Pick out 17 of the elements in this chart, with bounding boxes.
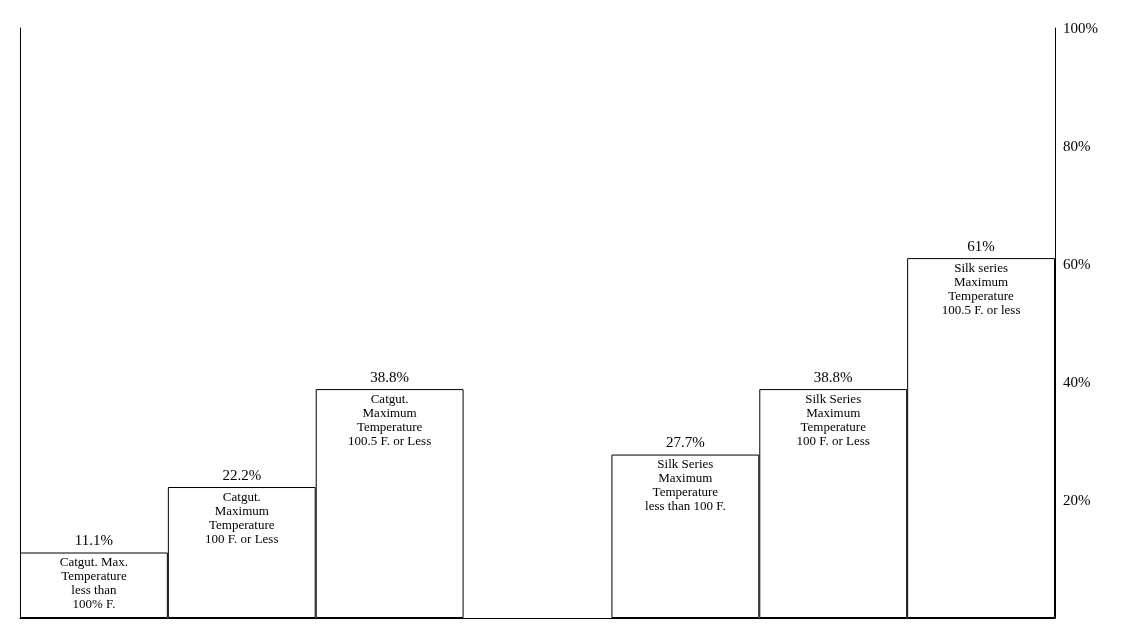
- data-label: 38.8%: [370, 368, 410, 385]
- data-label: 22.2%: [222, 466, 262, 483]
- x-tick-label: Silk Series Maximum Temperature 100 F. or Less: [796, 390, 870, 448]
- data-label: 61%: [967, 237, 995, 254]
- x-tick-label: Catgut. Maximum Temperature 100 F. or Less: [205, 488, 279, 546]
- x-tick-label: Silk Series Maximum Temperature less than 100 F.: [645, 456, 726, 514]
- y-tick-label: 80%: [1063, 138, 1091, 154]
- y-tick-label: 20%: [1063, 492, 1091, 508]
- data-label: 11.1%: [74, 532, 114, 549]
- y-tick-label: 100%: [1063, 20, 1098, 36]
- y-tick-label: 40%: [1063, 374, 1091, 390]
- x-tick-label: Catgut. Maximum Temperature 100.5 F. or Less: [348, 390, 432, 448]
- x-tick-label: Silk series Maximum Temperature 100.5 F. or less: [941, 259, 1021, 317]
- y-tick-label: 60%: [1063, 256, 1091, 272]
- data-label: 27.7%: [665, 434, 705, 451]
- x-tick-label: Catgut. Max. Temperature less than 100% F.: [59, 554, 129, 612]
- data-label: 38.8%: [813, 368, 853, 385]
